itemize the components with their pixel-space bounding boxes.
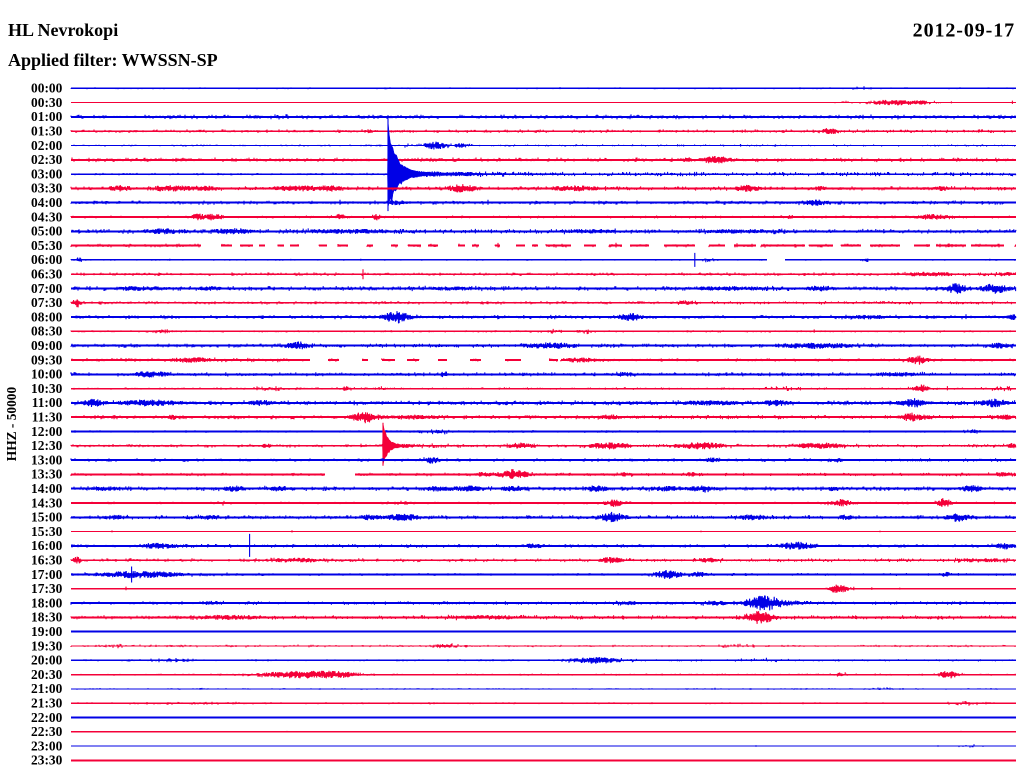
svg-text:03:00: 03:00	[31, 166, 63, 181]
svg-text:HL Nevrokopi: HL Nevrokopi	[8, 20, 118, 40]
svg-text:11:30: 11:30	[32, 410, 63, 425]
svg-text:02:00: 02:00	[31, 138, 63, 153]
svg-text:22:00: 22:00	[31, 710, 63, 725]
svg-text:21:30: 21:30	[31, 696, 63, 711]
svg-text:14:00: 14:00	[31, 481, 63, 496]
svg-text:12:00: 12:00	[31, 424, 63, 439]
svg-text:03:30: 03:30	[31, 181, 63, 196]
svg-text:17:30: 17:30	[31, 581, 63, 596]
svg-text:05:00: 05:00	[31, 224, 63, 239]
svg-text:19:00: 19:00	[31, 624, 63, 639]
svg-text:16:30: 16:30	[31, 553, 63, 568]
svg-text:18:00: 18:00	[31, 595, 63, 610]
svg-text:10:00: 10:00	[31, 367, 63, 382]
svg-text:01:00: 01:00	[31, 109, 63, 124]
svg-text:00:00: 00:00	[31, 81, 63, 96]
svg-text:14:30: 14:30	[31, 495, 63, 510]
svg-text:18:30: 18:30	[31, 610, 63, 625]
svg-text:04:30: 04:30	[31, 209, 63, 224]
svg-text:19:30: 19:30	[31, 638, 63, 653]
svg-text:16:00: 16:00	[31, 538, 63, 553]
svg-text:05:30: 05:30	[31, 238, 63, 253]
svg-text:12:30: 12:30	[31, 438, 63, 453]
svg-text:01:30: 01:30	[31, 124, 63, 139]
svg-text:00:30: 00:30	[31, 95, 63, 110]
svg-text:08:00: 08:00	[31, 309, 63, 324]
svg-text:04:00: 04:00	[31, 195, 63, 210]
svg-text:21:00: 21:00	[31, 681, 63, 696]
svg-text:20:00: 20:00	[31, 653, 63, 668]
svg-text:2012-09-17: 2012-09-17	[913, 20, 1015, 42]
svg-text:08:30: 08:30	[31, 324, 63, 339]
svg-text:11:00: 11:00	[32, 395, 63, 410]
svg-text:17:00: 17:00	[31, 567, 63, 582]
svg-text:06:30: 06:30	[31, 267, 63, 282]
svg-text:15:30: 15:30	[31, 524, 63, 539]
svg-text:07:00: 07:00	[31, 281, 63, 296]
svg-text:15:00: 15:00	[31, 510, 63, 525]
svg-text:13:30: 13:30	[31, 467, 63, 482]
svg-text:02:30: 02:30	[31, 152, 63, 167]
svg-text:13:00: 13:00	[31, 452, 63, 467]
svg-text:23:30: 23:30	[31, 753, 63, 768]
svg-text:20:30: 20:30	[31, 667, 63, 682]
svg-text:22:30: 22:30	[31, 724, 63, 739]
svg-text:06:00: 06:00	[31, 252, 63, 267]
svg-text:Applied filter: WWSSN-SP: Applied filter: WWSSN-SP	[8, 50, 218, 70]
svg-text:HHZ - 50000: HHZ - 50000	[4, 387, 19, 462]
svg-text:23:00: 23:00	[31, 738, 63, 753]
svg-text:10:30: 10:30	[31, 381, 63, 396]
svg-text:09:00: 09:00	[31, 338, 63, 353]
svg-text:09:30: 09:30	[31, 352, 63, 367]
svg-text:07:30: 07:30	[31, 295, 63, 310]
